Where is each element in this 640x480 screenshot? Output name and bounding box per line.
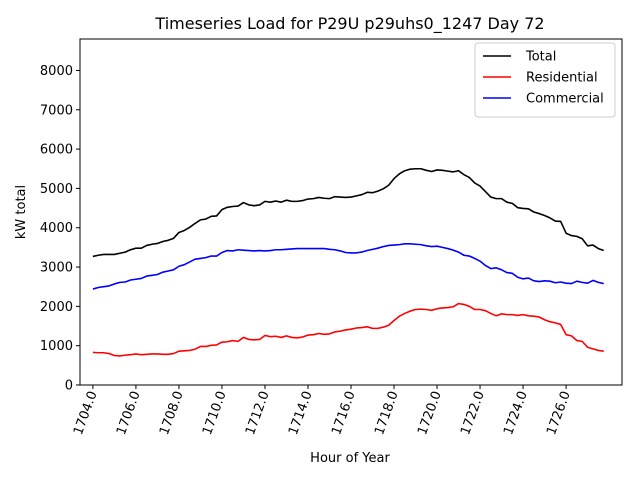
plot-series: [92, 167, 604, 357]
y-axis-title: kW total: [14, 185, 29, 239]
x-axis-title: Hour of Year: [310, 451, 390, 466]
series-line-residential: [92, 302, 604, 357]
chart-title: Timeseries Load for P29U p29uhs0_1247 Da…: [154, 14, 544, 34]
y-axis-ticks: 0 1000 2000 3000 4000 5000 6000 7000 8000: [40, 64, 80, 394]
y-tick-label: 3000: [40, 261, 73, 276]
y-tick-label: 6000: [40, 143, 73, 158]
y-tick-label: 2000: [40, 300, 73, 315]
series-line-commercial: [92, 243, 604, 290]
y-tick-label: 8000: [40, 64, 73, 79]
legend-label-total: Total: [525, 50, 556, 65]
legend-label-residential: Residential: [526, 71, 598, 86]
series-line-total: [92, 167, 604, 258]
legend: Total Residential Commercial: [474, 42, 616, 118]
legend-label-commercial: Commercial: [526, 92, 604, 107]
y-tick-label: 0: [65, 379, 73, 394]
y-tick-label: 7000: [40, 103, 73, 118]
y-tick-label: 1000: [40, 339, 73, 354]
y-tick-label: 5000: [40, 182, 73, 197]
y-tick-label: 4000: [40, 221, 73, 236]
